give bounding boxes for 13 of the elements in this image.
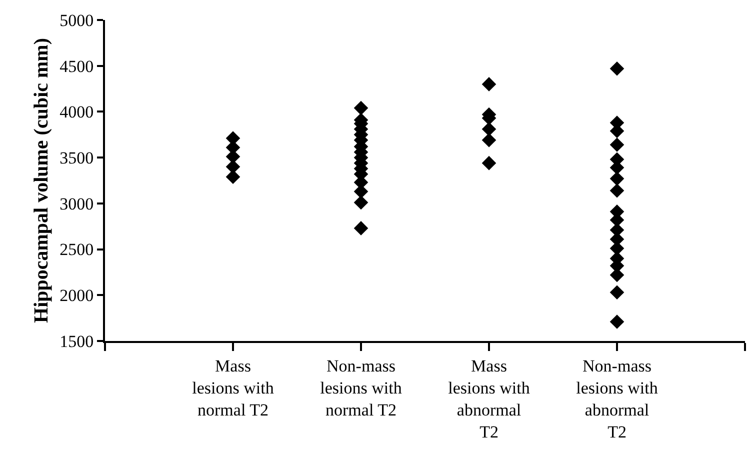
y-tick-label: 3000 <box>60 194 94 214</box>
x-tick-label: Non-mass lesions with abnormal T2 <box>576 356 658 442</box>
x-tick-label: Mass lesions with abnormal T2 <box>448 356 530 442</box>
y-axis-title: Hippocampal volume (cubic mm) <box>30 38 53 323</box>
y-tick-label: 4000 <box>60 102 94 122</box>
y-tick-label: 2000 <box>60 286 94 306</box>
x-tick-label: Mass lesions with normal T2 <box>192 356 274 420</box>
y-tick-label: 1500 <box>60 332 94 351</box>
y-tick-label: 3500 <box>60 148 94 168</box>
y-tick-label: 2500 <box>60 240 94 260</box>
x-tick-label: Non-mass lesions with normal T2 <box>320 356 402 420</box>
y-tick-label: 4500 <box>60 56 94 76</box>
y-tick-label: 5000 <box>60 10 94 30</box>
